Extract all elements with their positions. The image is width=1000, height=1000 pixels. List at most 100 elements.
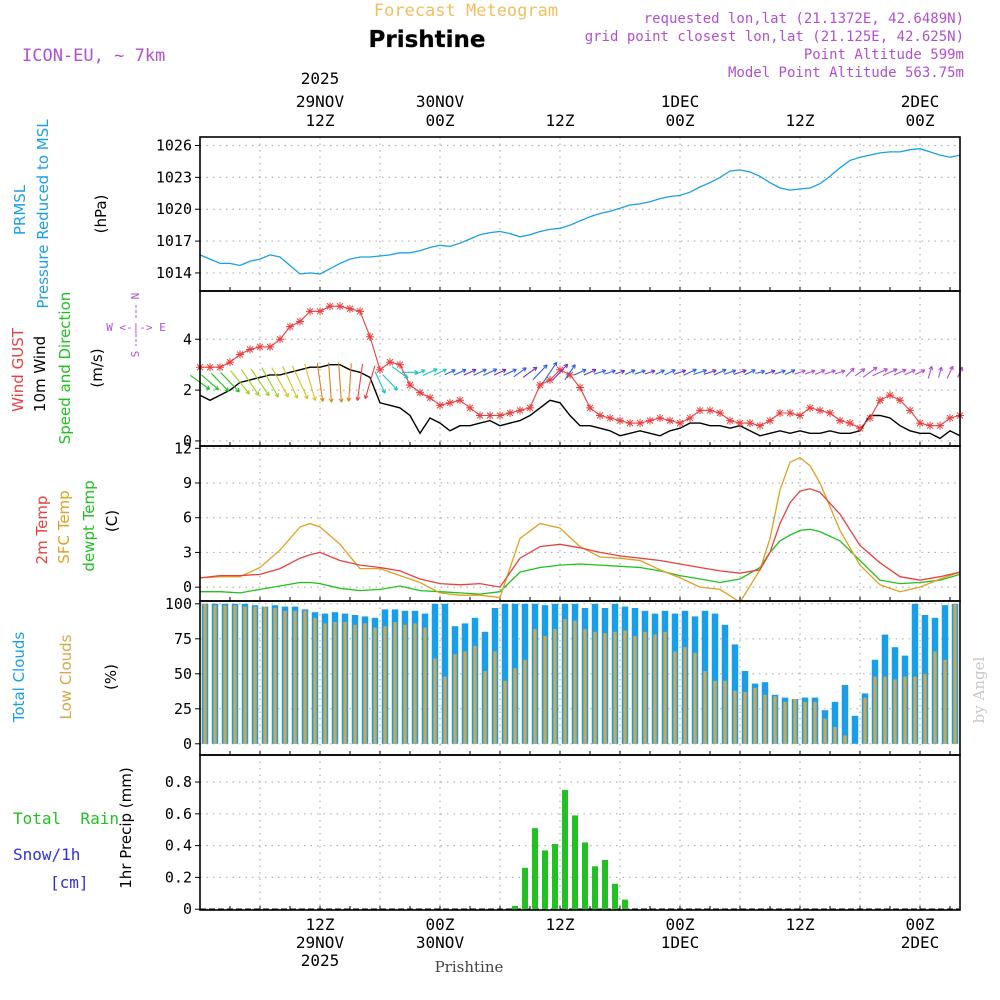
low-cloud-bar — [513, 668, 517, 744]
total-cloud-bar — [441, 603, 449, 744]
wind-side-labels: Wind GUST 10m Wind Speed and Direction (… — [9, 292, 166, 445]
wind-arrowhead — [742, 368, 747, 374]
grid-point-coords: grid point closest lon,lat (21.125E, 42.… — [585, 29, 964, 45]
gust-marker — [766, 416, 774, 425]
y-tick-label: 1026 — [156, 136, 192, 154]
gust-marker — [816, 406, 824, 415]
y-tick-label: 9 — [183, 474, 192, 492]
low-cloud-bar — [903, 676, 907, 744]
wind-direction-arrow — [271, 367, 289, 398]
wind-direction-arrow — [882, 368, 898, 377]
top-time-label: 12Z — [786, 111, 815, 130]
wind-arrowhead — [620, 369, 626, 375]
low-cloud-bar — [803, 701, 807, 744]
wind-arrowhead — [205, 385, 211, 390]
cloud-unit: (%) — [102, 664, 120, 690]
y-tick-label: 1017 — [156, 232, 192, 250]
wind-direction-arrow — [755, 370, 765, 374]
low-cloud-bar — [423, 627, 427, 744]
wind-speed-line — [199, 364, 961, 440]
wind-direction-arrow — [927, 366, 933, 379]
rain-bar — [542, 850, 548, 910]
gust-marker — [876, 396, 884, 405]
wind-direction-arrow — [604, 369, 616, 375]
gust-marker — [506, 408, 514, 417]
low-cloud-bar — [483, 671, 487, 744]
wind-direction-arrow — [261, 367, 279, 398]
wind-direction-arrow — [463, 369, 477, 376]
gust-marker — [486, 411, 494, 420]
wind-arrowhead — [650, 369, 656, 374]
low-cloud-bar — [873, 676, 877, 744]
wind-direction-arrow — [282, 366, 298, 399]
gust-marker — [536, 381, 544, 390]
credit-label: by Angel — [970, 656, 988, 723]
total-clouds-label: Total Clouds — [10, 632, 28, 724]
gust-marker — [646, 416, 654, 425]
panels: 1014101710201023102602403691202550751000… — [156, 136, 964, 918]
wind-direction-arrow — [594, 369, 606, 375]
wind-arrowhead — [611, 369, 616, 374]
temp-dew-label: dewpt Temp — [80, 480, 98, 571]
wind-direction-arrow — [946, 366, 954, 379]
gust-marker — [666, 416, 674, 425]
y-tick-label: 50 — [174, 665, 192, 683]
gust-marker — [896, 396, 904, 405]
y-tick-label: 1020 — [156, 200, 192, 218]
wind-direction-arrow — [862, 366, 878, 378]
panel-clouds: 0 25 50 75 100 — [165, 595, 961, 756]
wind-direction-arrow — [422, 368, 438, 377]
low-cloud-bar — [413, 623, 417, 744]
wind-arrowhead — [482, 368, 487, 373]
gust-marker — [806, 403, 814, 412]
bottom-time-label: 12Z — [546, 915, 575, 934]
wind-arrowhead — [901, 368, 907, 374]
low-cloud-bar — [793, 699, 797, 744]
rain-bar — [532, 828, 538, 910]
y-tick-label: 6 — [183, 509, 192, 527]
wind-direction-arrow — [634, 369, 646, 375]
total-cloud-bar — [711, 613, 719, 744]
temperature-side-labels: 2m Temp SFC Temp dewpt Temp (C) — [33, 480, 121, 571]
low-cloud-bar — [233, 605, 237, 744]
bottom-time-label: 2025 — [301, 951, 340, 970]
gust-marker — [556, 365, 564, 374]
low-cloud-bar — [373, 627, 377, 744]
gust-marker — [576, 383, 584, 392]
wind-direction-arrow — [304, 363, 316, 401]
wind-direction-arrow — [724, 369, 736, 375]
low-cloud-bar — [653, 634, 657, 744]
wind-arrowhead — [235, 387, 240, 393]
panel-precip: 0 0.2 0.4 0.6 0.8 — [165, 754, 961, 918]
pressure-label-prmsl: PRMSL — [11, 184, 29, 235]
wind-direction-arrow — [733, 369, 747, 375]
bottom-time-label: 12Z — [306, 915, 335, 934]
wind-arrowhead — [938, 366, 943, 372]
wind-direction-arrow — [784, 369, 796, 376]
bottom-time-label: 12Z — [786, 915, 815, 934]
bottom-time-label: 00Z — [426, 915, 455, 934]
wind-direction-arrow — [764, 370, 776, 375]
gust-marker — [846, 419, 854, 428]
y-tick-label: 100 — [165, 595, 192, 613]
low-cloud-bar — [323, 623, 327, 744]
gust-marker — [616, 416, 624, 425]
gust-marker — [346, 304, 354, 313]
rain-bar — [612, 883, 618, 910]
low-cloud-bar — [473, 645, 477, 744]
wind-direction-arrow — [573, 369, 587, 376]
low-cloud-bar — [443, 676, 447, 744]
wind-arrowhead — [731, 369, 737, 374]
wind-direction-arrow — [674, 369, 686, 375]
total-cloud-bar — [501, 603, 509, 744]
pressure-line — [199, 148, 961, 275]
gust-marker — [696, 406, 704, 415]
compass-s: S — [129, 351, 142, 358]
wind-arrowhead — [492, 368, 498, 373]
wind-direction-arrow — [904, 369, 916, 376]
pressure-label-desc: Pressure Reduced to MSL — [34, 119, 52, 309]
wind-direction-arrow — [391, 366, 409, 379]
gust-marker — [316, 307, 324, 316]
gust-marker — [606, 414, 614, 423]
low-cloud-bar — [293, 610, 297, 744]
